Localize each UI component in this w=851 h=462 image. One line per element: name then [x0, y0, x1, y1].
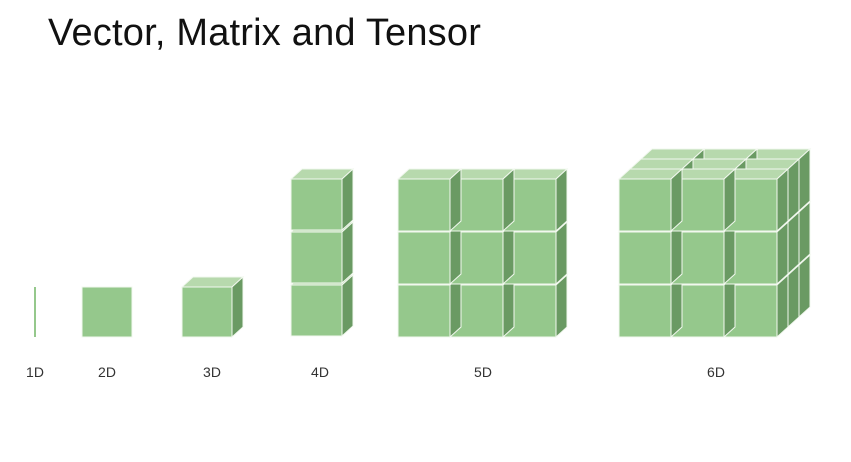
- cube-front-face: [397, 178, 451, 232]
- matrix-square: [81, 286, 133, 338]
- cube-side-face: [449, 167, 462, 233]
- cube: [180, 275, 245, 339]
- cube-front-face: [290, 284, 343, 337]
- label-3d: 3D: [203, 364, 221, 380]
- cube-side-face: [798, 147, 811, 213]
- cube-front-face: [618, 231, 672, 285]
- cube: [289, 273, 355, 338]
- label-4d: 4D: [311, 364, 329, 380]
- shape-2d: [81, 286, 133, 338]
- cube-side-face: [776, 167, 789, 233]
- cube-front-face: [290, 178, 343, 231]
- cube-side-face: [341, 273, 354, 338]
- cube-side-face: [670, 167, 683, 233]
- label-1d: 1D: [26, 364, 44, 380]
- vector-line: [34, 287, 36, 337]
- cube-side-face: [798, 200, 811, 266]
- cube-front-face: [397, 284, 451, 338]
- page-title: Vector, Matrix and Tensor: [48, 12, 482, 54]
- cube-side-face: [776, 220, 789, 286]
- cube-side-face: [341, 220, 354, 285]
- cube-side-face: [723, 167, 736, 233]
- cube-shapes: [34, 147, 812, 339]
- cube: [617, 167, 684, 233]
- shape-4d: [289, 167, 355, 338]
- cube-side-face: [798, 253, 811, 319]
- cube: [670, 167, 737, 233]
- cube-side-face: [787, 263, 800, 329]
- cube-side-face: [231, 275, 244, 339]
- cube-side-face: [502, 167, 515, 233]
- cube-front-face: [618, 178, 672, 232]
- cube-front-face: [181, 286, 233, 338]
- cube-side-face: [341, 167, 354, 232]
- label-6d: 6D: [707, 364, 725, 380]
- shape-6d: [617, 147, 812, 339]
- cube: [289, 220, 355, 285]
- label-5d: 5D: [474, 364, 492, 380]
- cube: [396, 167, 463, 233]
- cube-side-face: [555, 167, 568, 233]
- cube-side-face: [555, 273, 568, 339]
- cube-front-face: [618, 284, 672, 338]
- shape-1d: [34, 287, 36, 337]
- cube-side-face: [776, 273, 789, 339]
- shape-5d: [396, 167, 569, 339]
- cube-side-face: [555, 220, 568, 286]
- cube: [289, 167, 355, 232]
- cube-front-face: [290, 231, 343, 284]
- dimension-labels: 1D 2D 3D 4D 5D 6D: [26, 364, 725, 380]
- cube-side-face: [787, 210, 800, 276]
- cube-front-face: [397, 231, 451, 285]
- cube-side-face: [787, 157, 800, 223]
- label-2d: 2D: [98, 364, 116, 380]
- shape-3d: [180, 275, 245, 339]
